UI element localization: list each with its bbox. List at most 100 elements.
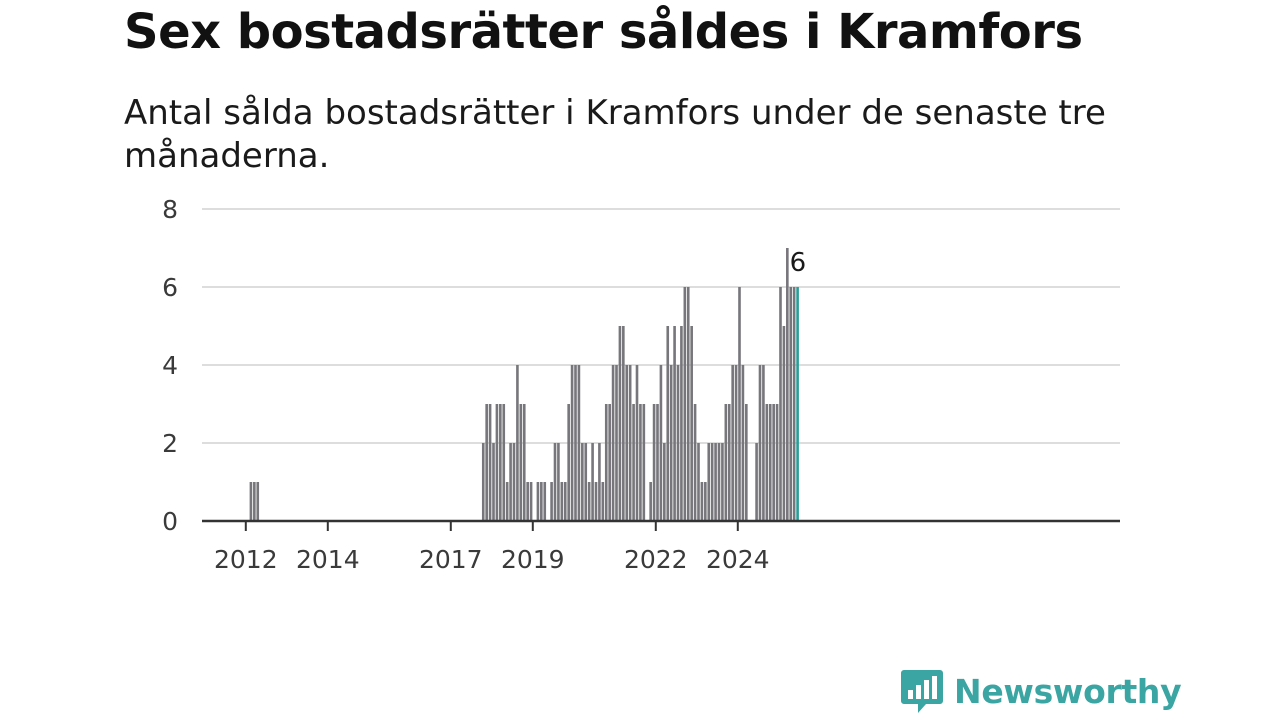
bar (529, 482, 533, 521)
bar (659, 365, 663, 521)
bar (762, 365, 765, 521)
bar (505, 482, 509, 521)
bar (615, 365, 618, 521)
bar (727, 404, 731, 521)
bar (553, 443, 557, 521)
y-tick-label: 6 (162, 273, 178, 302)
x-tick-label: 2014 (296, 545, 360, 574)
bar (587, 482, 591, 521)
bar (635, 365, 639, 521)
bar (601, 482, 605, 521)
y-tick-label: 4 (162, 351, 178, 380)
bar (492, 443, 495, 521)
bar (669, 365, 673, 521)
bar (625, 365, 629, 521)
bar (628, 365, 632, 521)
bar (707, 443, 711, 521)
bar (594, 482, 598, 521)
bar (642, 404, 646, 521)
bars (249, 248, 799, 521)
bar (481, 443, 485, 521)
bar (690, 326, 693, 521)
bar (591, 443, 594, 521)
bar (502, 404, 506, 521)
bar (488, 404, 492, 521)
bar (632, 404, 635, 521)
bar (721, 443, 724, 521)
bar (249, 482, 253, 521)
bar (598, 443, 601, 521)
bar (574, 365, 577, 521)
bar (652, 404, 656, 521)
bar (516, 365, 519, 521)
x-tick-label: 2017 (419, 545, 483, 574)
bar (792, 287, 796, 521)
bar (581, 443, 584, 521)
bar (608, 404, 611, 521)
bar (786, 248, 789, 521)
bar (663, 443, 666, 521)
bar (563, 482, 567, 521)
bar (779, 287, 782, 521)
bar (745, 404, 748, 521)
bar (485, 404, 488, 521)
bar (731, 365, 734, 521)
x-tick-label: 2019 (501, 545, 565, 574)
bar (782, 326, 786, 521)
bar (519, 404, 523, 521)
bar (499, 404, 502, 521)
bar (570, 365, 574, 521)
bar (522, 404, 526, 521)
bar (673, 326, 676, 521)
bar (700, 482, 704, 521)
bar (584, 443, 588, 521)
bar (704, 482, 707, 521)
bar (639, 404, 642, 521)
bar (775, 404, 779, 521)
bar (649, 482, 652, 521)
y-tick-label: 0 (162, 507, 178, 536)
bar-latest (796, 287, 799, 521)
x-axis (202, 519, 1120, 531)
bar (710, 443, 714, 521)
x-tick-label: 2022 (624, 545, 688, 574)
bar (738, 287, 741, 521)
bar (768, 404, 772, 521)
gridlines (202, 208, 1120, 444)
bar (536, 482, 540, 521)
bar (741, 365, 745, 521)
bar (604, 404, 608, 521)
y-tick-label: 8 (162, 195, 178, 224)
bar (724, 404, 728, 521)
latest-value-label: 6 (790, 248, 807, 278)
bar (772, 404, 775, 521)
bar (512, 443, 516, 521)
bar (256, 482, 260, 521)
bar (758, 365, 762, 521)
bar (560, 482, 564, 521)
x-tick-label: 2012 (214, 545, 278, 574)
bar (765, 404, 769, 521)
chart-subtitle: Antal sålda bostadsrätter i Kramfors und… (124, 93, 1106, 176)
newsworthy-logo-text: Newsworthy (954, 671, 1182, 711)
bar (526, 482, 529, 521)
bar (683, 287, 687, 521)
bar (717, 443, 721, 521)
bar (495, 404, 499, 521)
bar (676, 365, 680, 521)
bar (550, 482, 553, 521)
bar (680, 326, 683, 521)
bar (789, 287, 793, 521)
bar (714, 443, 717, 521)
x-tick-label: 2024 (706, 545, 770, 574)
bar (253, 482, 256, 521)
bar (755, 443, 758, 521)
bar (734, 365, 738, 521)
bar (557, 443, 560, 521)
bar (618, 326, 622, 521)
newsworthy-logo-icon (901, 670, 943, 713)
bar (656, 404, 659, 521)
bar (509, 443, 512, 521)
bar (543, 482, 547, 521)
